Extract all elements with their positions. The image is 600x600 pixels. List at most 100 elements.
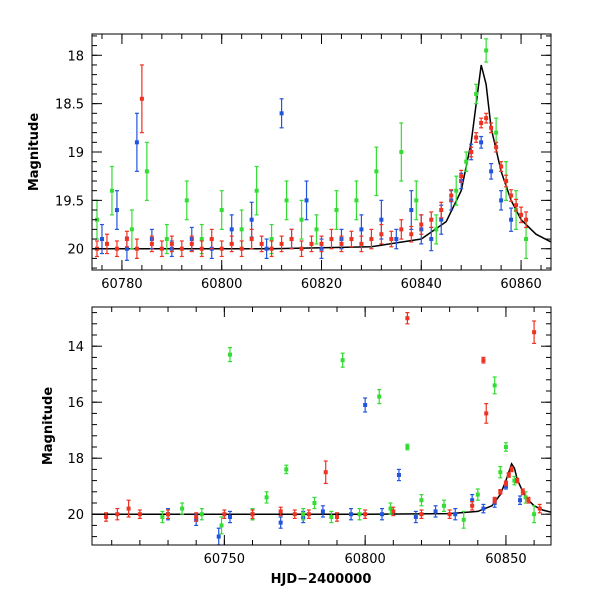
data-point <box>526 498 531 503</box>
data-point <box>194 515 199 519</box>
data-point <box>222 512 227 517</box>
data-point <box>524 217 529 222</box>
data-point <box>388 506 393 511</box>
top-data-points <box>94 38 529 261</box>
data-point <box>489 125 494 130</box>
data-point <box>359 227 364 232</box>
data-point <box>319 241 324 246</box>
data-point <box>520 489 525 494</box>
data-point <box>166 512 171 517</box>
data-point <box>433 509 438 514</box>
data-point <box>409 208 414 213</box>
data-point <box>284 198 289 203</box>
data-point <box>199 237 204 242</box>
data-point <box>137 512 142 517</box>
data-point <box>357 512 362 517</box>
data-point <box>363 512 368 517</box>
bottom-panel: 60750 60800 60850 14 16 18 20 Magnitude HJD−2… <box>41 306 552 587</box>
y-tick-label: 19 <box>67 146 84 161</box>
data-point <box>115 512 120 517</box>
data-point <box>259 241 264 246</box>
bottom-data-points <box>104 312 542 545</box>
data-point <box>219 246 224 251</box>
data-point <box>419 512 424 517</box>
data-point <box>329 237 334 242</box>
data-point <box>474 91 479 96</box>
bottom-plot-frame <box>91 306 552 546</box>
data-point <box>464 159 469 164</box>
data-point <box>278 520 283 525</box>
data-point <box>160 515 165 519</box>
y-tick-label: 20 <box>67 243 84 258</box>
data-point <box>481 506 486 511</box>
data-point <box>144 169 149 174</box>
data-point <box>149 241 154 246</box>
y-tick-label: 19.5 <box>55 194 84 209</box>
data-point <box>479 120 484 125</box>
y-tick-label: 14 <box>67 340 84 355</box>
data-point <box>320 509 325 514</box>
y-tick-label: 20 <box>67 508 84 523</box>
data-point <box>532 512 537 517</box>
data-point <box>284 467 289 472</box>
top-y-ticks: 18 18.5 19 19.5 20 <box>55 35 551 269</box>
data-point <box>453 512 458 517</box>
series-1 <box>94 38 529 259</box>
data-point <box>474 135 479 140</box>
data-point <box>506 473 511 477</box>
data-point <box>532 330 537 335</box>
data-point <box>254 188 259 193</box>
data-point <box>304 198 309 203</box>
bottom-x-axis-label: HJD−2400000 <box>271 572 372 587</box>
data-point <box>199 246 204 251</box>
data-point <box>279 111 284 116</box>
data-point <box>470 498 475 503</box>
data-point <box>269 246 274 251</box>
data-point <box>405 316 410 321</box>
data-point <box>523 495 528 500</box>
data-point <box>323 470 328 475</box>
data-point <box>515 478 520 483</box>
data-point <box>180 506 185 511</box>
data-point <box>229 227 234 232</box>
data-point <box>209 237 214 242</box>
data-point <box>216 534 221 539</box>
data-point <box>498 489 503 494</box>
data-point <box>279 241 284 246</box>
series-1 <box>160 347 537 535</box>
x-tick-label: 60860 <box>500 277 541 292</box>
data-point <box>299 246 304 251</box>
data-point <box>269 237 274 242</box>
data-point <box>189 241 194 246</box>
data-point <box>124 237 129 242</box>
data-point <box>354 198 359 203</box>
data-point <box>278 509 283 514</box>
data-point <box>399 227 404 232</box>
data-point <box>369 237 374 242</box>
data-point <box>503 481 508 486</box>
data-point <box>524 237 529 242</box>
data-point <box>334 208 339 213</box>
data-point <box>169 241 174 246</box>
data-point <box>414 198 419 203</box>
data-point <box>494 145 499 150</box>
data-point <box>312 501 317 505</box>
data-point <box>309 241 314 246</box>
data-point <box>227 352 232 357</box>
data-point <box>518 498 523 503</box>
top-y-axis-label: Magnitude <box>27 113 42 192</box>
data-point <box>439 208 444 213</box>
data-point <box>396 473 401 477</box>
data-point <box>340 358 345 363</box>
data-point <box>484 48 489 53</box>
data-point <box>389 237 394 242</box>
data-point <box>484 411 489 416</box>
data-point <box>429 217 434 222</box>
data-point <box>514 203 519 208</box>
data-point <box>124 246 129 251</box>
data-point <box>492 498 497 503</box>
x-tick-label: 60780 <box>101 277 142 292</box>
data-point <box>289 237 294 242</box>
x-tick-label: 60800 <box>344 552 385 567</box>
